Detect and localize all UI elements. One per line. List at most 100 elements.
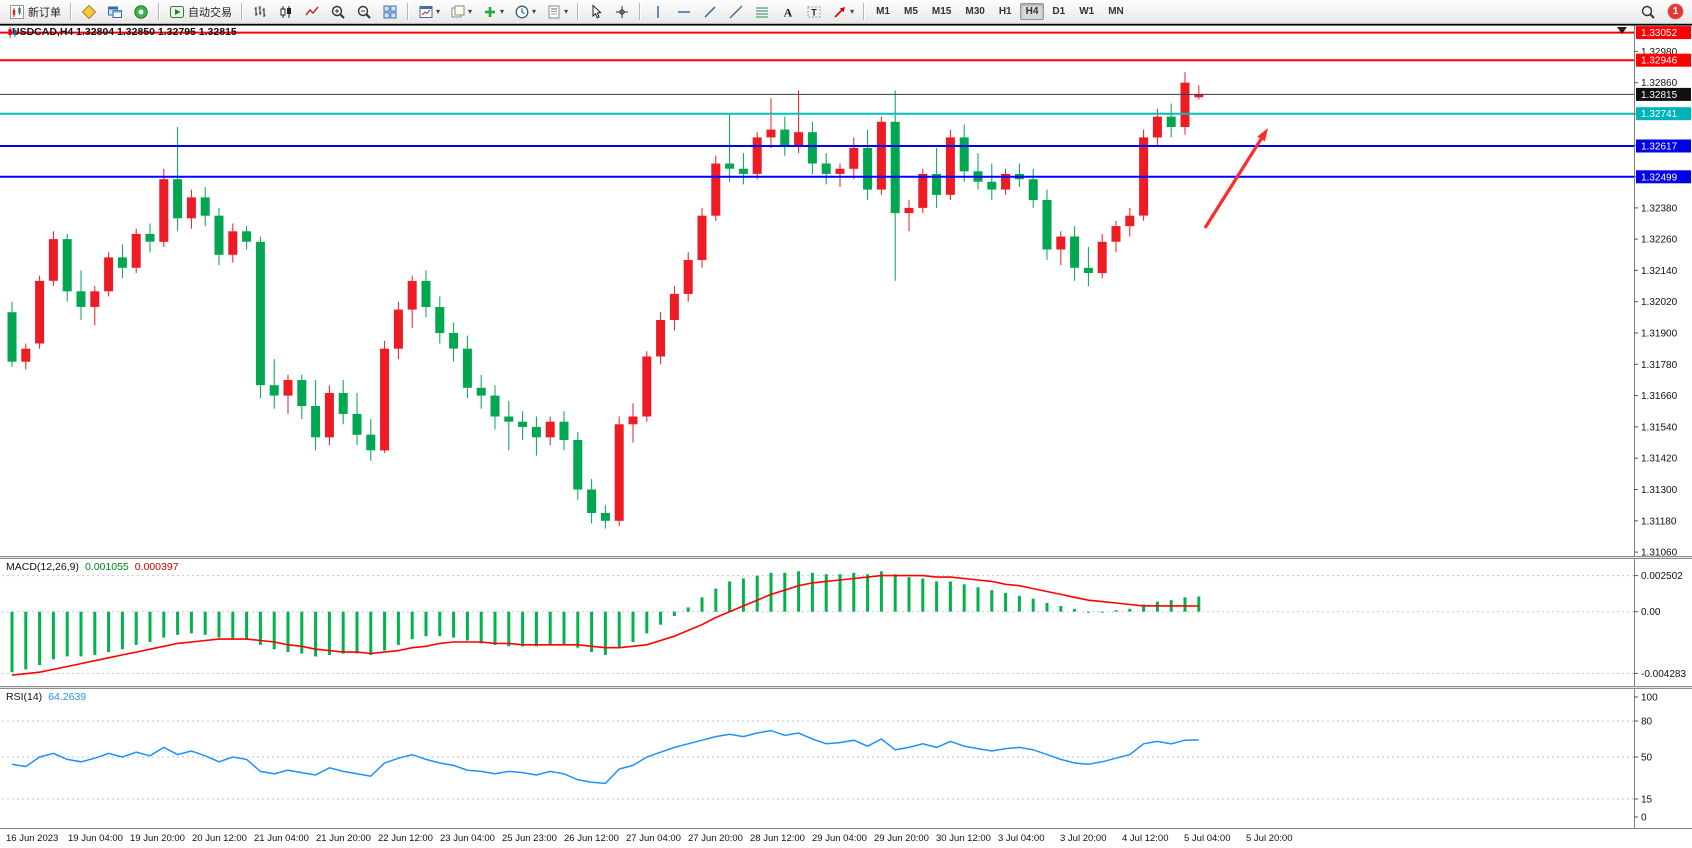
zoom-out-button[interactable] bbox=[352, 1, 376, 23]
timeframe-w1-button[interactable]: W1 bbox=[1079, 6, 1095, 17]
data-window-button[interactable] bbox=[129, 1, 153, 23]
search-button[interactable] bbox=[1636, 1, 1660, 23]
candle-body bbox=[876, 121, 886, 190]
macd-plot-background bbox=[0, 559, 1692, 686]
candle-body bbox=[62, 239, 72, 292]
timeframe-m15-button[interactable]: M15 bbox=[931, 6, 952, 17]
zoom-in-icon bbox=[330, 4, 346, 20]
linechart-icon bbox=[304, 4, 320, 20]
crosshair-button[interactable] bbox=[610, 1, 634, 23]
new-order-label: 新订单 bbox=[28, 6, 61, 19]
dropdown-caret-icon[interactable]: ▾ bbox=[468, 7, 473, 16]
trendline-tool-button[interactable] bbox=[698, 1, 722, 23]
candles-icon bbox=[278, 4, 294, 20]
profiles-button[interactable]: ▾ bbox=[446, 1, 476, 23]
arrows-tool-button[interactable]: ▾ bbox=[828, 1, 858, 23]
pane-divider[interactable] bbox=[0, 556, 1692, 559]
chart-line-button[interactable] bbox=[300, 1, 324, 23]
macd-chart-canvas[interactable]: 0.002502 0.00 -0.004283 bbox=[0, 559, 1692, 686]
rsi-pane[interactable]: 100 80 50 15 0 RSI(14) 64.2639 bbox=[0, 689, 1692, 828]
candle-body bbox=[462, 348, 472, 388]
macd-pane[interactable]: 0.002502 0.00 -0.004283 MACD(12,26,9) 0.00… bbox=[0, 559, 1692, 686]
rsi-scale-label: 15 bbox=[1641, 795, 1653, 806]
chart-title-row: USDCAD,H4 1.32804 1.32850 1.32795 1.3281… bbox=[6, 26, 237, 39]
new-order-button[interactable]: 新订单 bbox=[5, 1, 65, 23]
dropdown-caret-icon[interactable]: ▾ bbox=[436, 7, 441, 16]
wizard-icon bbox=[81, 4, 97, 20]
macd-histogram-bar bbox=[507, 611, 511, 647]
chart-shift-marker[interactable] bbox=[1617, 27, 1627, 34]
timeframe-d1-button[interactable]: D1 bbox=[1052, 6, 1066, 17]
rsi-scale-label: 50 bbox=[1641, 753, 1653, 764]
main-chart-pane[interactable]: 1.329801.328601.327401.326201.325001.323… bbox=[0, 24, 1692, 556]
macd-histogram-bar bbox=[120, 611, 124, 650]
time-label: 21 Jun 20:00 bbox=[316, 833, 371, 844]
dropdown-caret-icon[interactable]: ▾ bbox=[850, 7, 855, 16]
price-line-label: 1.32499 bbox=[1641, 172, 1678, 183]
notification-badge[interactable]: 1 bbox=[1668, 4, 1683, 19]
timeframe-h1-button[interactable]: H1 bbox=[998, 6, 1012, 17]
candle-body bbox=[242, 231, 252, 242]
templates-button[interactable]: ▾ bbox=[542, 1, 572, 23]
timeframe-h4-button[interactable]: H4 bbox=[1019, 3, 1045, 20]
timeframe-m1-button[interactable]: M1 bbox=[876, 6, 890, 17]
macd-histogram-bar bbox=[355, 611, 359, 654]
candle-body bbox=[794, 132, 804, 146]
periods-button[interactable]: ▾ bbox=[510, 1, 540, 23]
trend-arrow[interactable] bbox=[1203, 138, 1263, 229]
svg-text:A: A bbox=[784, 5, 793, 19]
auto-trading-button[interactable]: 自动交易 bbox=[165, 1, 236, 23]
cursor-button[interactable] bbox=[584, 1, 608, 23]
dropdown-caret-icon[interactable]: ▾ bbox=[500, 7, 505, 16]
timeframe-m30-button[interactable]: M30 bbox=[965, 6, 985, 17]
macd-histogram-bar bbox=[755, 575, 759, 612]
timeframe-m5-button[interactable]: M5 bbox=[904, 6, 918, 17]
macd-histogram-bar bbox=[493, 611, 497, 645]
vertical-line-tool-button[interactable] bbox=[646, 1, 670, 23]
fibonacci-tool-button[interactable] bbox=[750, 1, 774, 23]
trend-arrow-head[interactable] bbox=[1257, 128, 1268, 142]
price-tick-label: 1.31300 bbox=[1641, 485, 1678, 496]
fibo-icon bbox=[754, 4, 770, 20]
candle-body bbox=[186, 197, 196, 219]
macd-histogram-bar bbox=[976, 587, 980, 612]
candle-body bbox=[766, 129, 776, 138]
new-chart-button[interactable]: ▾ bbox=[414, 1, 444, 23]
pane-divider[interactable] bbox=[0, 686, 1692, 689]
text-tool-button[interactable]: A bbox=[776, 1, 800, 23]
tile-windows-button[interactable] bbox=[378, 1, 402, 23]
candle-body bbox=[159, 179, 169, 242]
price-tick-label: 1.31540 bbox=[1641, 422, 1678, 433]
price-tick-label: 1.32860 bbox=[1641, 78, 1678, 89]
macd-histogram-bar bbox=[866, 574, 870, 612]
rsi-chart-canvas[interactable]: 100 80 50 15 0 bbox=[0, 689, 1692, 828]
time-label: 28 Jun 12:00 bbox=[750, 833, 805, 844]
market-watch-button[interactable] bbox=[103, 1, 127, 23]
candle-body bbox=[849, 147, 859, 169]
macd-histogram-bar bbox=[741, 578, 745, 612]
label-tool-button[interactable]: T bbox=[802, 1, 826, 23]
horizontal-line-tool-button[interactable] bbox=[672, 1, 696, 23]
macd-histogram-bar bbox=[1114, 610, 1118, 612]
channel-tool-button[interactable] bbox=[724, 1, 748, 23]
candle-body bbox=[104, 257, 114, 292]
chart-bars-button[interactable] bbox=[248, 1, 272, 23]
candle-body bbox=[918, 174, 928, 208]
macd-histogram-bar bbox=[603, 611, 607, 655]
candle-body bbox=[173, 179, 183, 219]
add-indicator-button[interactable]: ▾ bbox=[478, 1, 508, 23]
wizard-button[interactable] bbox=[77, 1, 101, 23]
macd-histogram-bar bbox=[521, 611, 525, 647]
main-plot-background bbox=[0, 24, 1692, 556]
price-chart-canvas[interactable]: 1.329801.328601.327401.326201.325001.323… bbox=[0, 24, 1692, 556]
macd-histogram-bar bbox=[1086, 611, 1090, 613]
timeframe-mn-button[interactable]: MN bbox=[1108, 6, 1124, 17]
macd-histogram-bar bbox=[272, 611, 276, 650]
zoom-in-button[interactable] bbox=[326, 1, 350, 23]
time-label: 22 Jun 12:00 bbox=[378, 833, 433, 844]
chart-candles-button[interactable] bbox=[274, 1, 298, 23]
dropdown-caret-icon[interactable]: ▾ bbox=[564, 7, 569, 16]
dropdown-caret-icon[interactable]: ▾ bbox=[532, 7, 537, 16]
candle-body bbox=[297, 380, 307, 407]
time-axis[interactable]: 16 Jun 2023 19 Jun 04:00 19 Jun 20:00 20 Ju… bbox=[0, 828, 1692, 848]
